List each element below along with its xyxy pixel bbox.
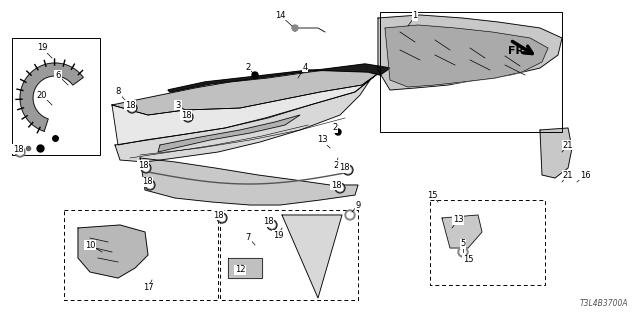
Bar bbox=[430, 200, 545, 285]
Circle shape bbox=[183, 112, 193, 122]
Bar bbox=[64, 210, 218, 300]
Text: 2: 2 bbox=[332, 124, 338, 132]
Polygon shape bbox=[115, 80, 370, 162]
Circle shape bbox=[337, 185, 343, 191]
Text: 3: 3 bbox=[175, 100, 180, 109]
Text: 7: 7 bbox=[245, 233, 251, 242]
Text: 18: 18 bbox=[262, 218, 273, 227]
Circle shape bbox=[292, 25, 298, 31]
Circle shape bbox=[252, 72, 258, 78]
Circle shape bbox=[127, 103, 137, 113]
Circle shape bbox=[345, 167, 351, 173]
Text: 12: 12 bbox=[235, 266, 245, 275]
Text: 14: 14 bbox=[275, 11, 285, 20]
Circle shape bbox=[267, 220, 277, 230]
Polygon shape bbox=[540, 128, 572, 178]
Polygon shape bbox=[378, 15, 562, 90]
Text: 2: 2 bbox=[245, 63, 251, 73]
Text: 9: 9 bbox=[355, 201, 360, 210]
Bar bbox=[220, 210, 358, 300]
Circle shape bbox=[269, 222, 275, 228]
Circle shape bbox=[335, 129, 341, 135]
Text: 13: 13 bbox=[452, 215, 463, 225]
Text: 20: 20 bbox=[36, 91, 47, 100]
Text: 5: 5 bbox=[460, 239, 466, 249]
Polygon shape bbox=[168, 64, 390, 92]
Circle shape bbox=[345, 210, 355, 220]
Text: 18: 18 bbox=[331, 180, 341, 189]
Text: 6: 6 bbox=[55, 70, 61, 79]
Circle shape bbox=[217, 213, 227, 223]
Circle shape bbox=[460, 249, 466, 255]
Text: 21: 21 bbox=[563, 171, 573, 180]
Polygon shape bbox=[158, 115, 300, 152]
Text: 8: 8 bbox=[115, 87, 121, 97]
Text: 18: 18 bbox=[138, 161, 148, 170]
Text: 13: 13 bbox=[317, 135, 327, 145]
Text: 4: 4 bbox=[302, 62, 308, 71]
Polygon shape bbox=[20, 63, 83, 131]
Text: 10: 10 bbox=[84, 241, 95, 250]
Polygon shape bbox=[140, 158, 358, 205]
Bar bbox=[380, 12, 562, 132]
Circle shape bbox=[347, 212, 353, 218]
Polygon shape bbox=[112, 72, 380, 145]
Text: 15: 15 bbox=[427, 190, 437, 199]
Text: 21: 21 bbox=[563, 140, 573, 149]
Text: 19: 19 bbox=[273, 230, 284, 239]
Circle shape bbox=[458, 247, 468, 257]
Polygon shape bbox=[228, 258, 262, 278]
Circle shape bbox=[17, 149, 23, 155]
Circle shape bbox=[141, 163, 151, 173]
Text: 18: 18 bbox=[141, 178, 152, 187]
Text: 18: 18 bbox=[13, 145, 23, 154]
Circle shape bbox=[147, 182, 153, 188]
Circle shape bbox=[185, 114, 191, 120]
Polygon shape bbox=[442, 215, 482, 248]
Circle shape bbox=[343, 165, 353, 175]
Text: 18: 18 bbox=[125, 100, 135, 109]
Polygon shape bbox=[385, 25, 548, 87]
Text: 2: 2 bbox=[333, 161, 339, 170]
Polygon shape bbox=[78, 225, 148, 278]
Circle shape bbox=[15, 147, 25, 157]
Text: 19: 19 bbox=[36, 44, 47, 52]
Text: 18: 18 bbox=[339, 164, 349, 172]
Text: 15: 15 bbox=[463, 255, 473, 265]
Text: 18: 18 bbox=[212, 211, 223, 220]
Text: FR.: FR. bbox=[508, 46, 529, 56]
Circle shape bbox=[129, 105, 135, 111]
Polygon shape bbox=[112, 65, 380, 115]
Text: T3L4B3700A: T3L4B3700A bbox=[579, 299, 628, 308]
Circle shape bbox=[145, 180, 155, 190]
Circle shape bbox=[219, 215, 225, 221]
Circle shape bbox=[335, 183, 345, 193]
Bar bbox=[12, 38, 100, 155]
Text: 17: 17 bbox=[143, 284, 154, 292]
Text: 18: 18 bbox=[180, 110, 191, 119]
Circle shape bbox=[143, 165, 149, 171]
Polygon shape bbox=[282, 215, 342, 298]
Text: 1: 1 bbox=[412, 12, 418, 20]
Text: 16: 16 bbox=[580, 171, 590, 180]
